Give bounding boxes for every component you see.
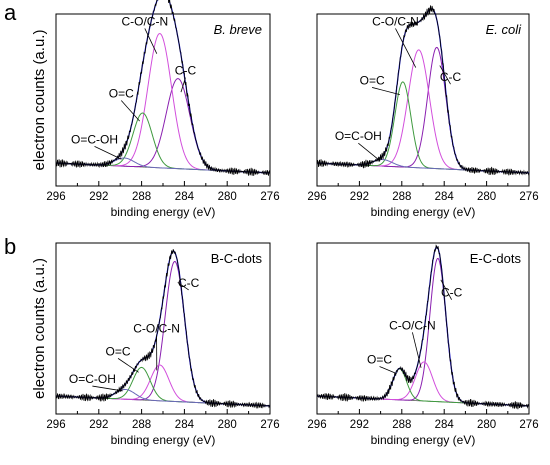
peak-c-o-c-n (55, 33, 271, 174)
peak-annotation: C-O/C-N (133, 322, 180, 336)
sample-title: E. coli (486, 22, 523, 37)
y-axis-label: electron counts (a.u.) (31, 30, 48, 171)
x-tick-label: 288 (392, 191, 411, 203)
x-tick-label: 284 (175, 419, 195, 431)
annotation-leader (439, 65, 451, 85)
peak-c-c (55, 78, 271, 174)
peak-annotation: O=C (367, 353, 392, 367)
x-tick-label: 296 (307, 419, 326, 431)
chart-panel-2: 296 292 288 284 280 276 binding energy (eV) E. … (307, 5, 539, 219)
peak-c-c (316, 46, 530, 174)
peak-annotation: C-O/C-N (372, 14, 419, 28)
raw-spectrum (316, 244, 530, 410)
raw-spectrum (55, 0, 271, 176)
sample-title: E-C-dots (470, 251, 522, 266)
peak-annotation: C-C (440, 70, 462, 84)
x-tick-label: 296 (46, 419, 65, 431)
x-tick-label: 292 (89, 191, 108, 203)
annotation-leader (144, 28, 158, 54)
raw-spectrum (55, 249, 271, 409)
x-axis-label: binding energy (eV) (371, 205, 476, 219)
annotation-leader (180, 77, 186, 93)
x-axis-label: binding energy (eV) (111, 433, 216, 447)
annotation-leader (372, 87, 400, 96)
x-tick-label: 292 (350, 191, 369, 203)
annotation-leader (358, 142, 380, 161)
x-tick-label: 280 (218, 419, 237, 431)
peak-annotation: C-C (178, 276, 200, 290)
x-tick-label: 280 (477, 419, 496, 431)
x-tick-label: 284 (175, 191, 195, 203)
x-tick-label: 296 (307, 191, 326, 203)
annotation-leader (395, 28, 417, 68)
chart-panel-3: 296 292 288 284 280 276 binding energy (eV) ele… (31, 242, 280, 447)
peak-annotation: C-C (175, 64, 197, 78)
x-tick-label: 284 (435, 191, 455, 203)
x-tick-label: 280 (477, 191, 496, 203)
annotation-leader (412, 332, 422, 368)
x-tick-label: 276 (260, 191, 279, 203)
annotation-leader (94, 146, 122, 160)
peak-annotation: C-C (441, 286, 463, 300)
peak-c-o-c-n (316, 49, 530, 174)
raw-spectrum (316, 5, 530, 176)
x-tick-label: 276 (260, 419, 279, 431)
chart-panel-1: 296 292 288 284 280 276 binding energy (eV) ele… (31, 0, 280, 219)
peak-annotation: O=C (106, 344, 131, 358)
peak-annotation: C-O/C-N (121, 14, 168, 28)
peak-annotation: O=C-OH (71, 132, 118, 146)
peak-annotation: C-O/C-N (389, 318, 436, 332)
peak-annotation: O=C-OH (335, 129, 382, 143)
peak-annotation: O=C (360, 73, 385, 87)
peak-annotation: O=C (109, 87, 134, 101)
x-tick-label: 276 (519, 419, 538, 431)
annotation-leader (92, 385, 123, 392)
y-axis-label: electron counts (a.u.) (31, 258, 48, 399)
x-tick-label: 288 (132, 419, 151, 431)
peak-annotation: O=C-OH (69, 372, 116, 386)
chart-panel-4: 296 292 288 284 280 276 binding energy (eV) E-C… (307, 242, 539, 447)
x-axis-label: binding energy (eV) (111, 205, 216, 219)
panel-letter-a: a (4, 0, 17, 25)
annotation-leader (440, 279, 452, 300)
annotation-leader (177, 282, 189, 291)
x-tick-label: 296 (46, 191, 65, 203)
annotation-leader (117, 358, 139, 373)
x-axis-label: binding energy (eV) (371, 433, 476, 447)
x-tick-label: 292 (350, 419, 369, 431)
sample-title: B. breve (214, 22, 262, 37)
x-tick-label: 292 (89, 419, 108, 431)
annotation-leader (120, 100, 140, 122)
x-tick-label: 288 (132, 191, 151, 203)
sample-title: B-C-dots (211, 251, 263, 266)
panel-letter-b: b (4, 234, 16, 259)
x-tick-label: 288 (392, 419, 411, 431)
plot-frame (316, 13, 530, 187)
x-tick-label: 284 (435, 419, 455, 431)
x-tick-label: 276 (519, 191, 538, 203)
annotation-leader (379, 366, 397, 374)
x-tick-label: 280 (218, 191, 237, 203)
